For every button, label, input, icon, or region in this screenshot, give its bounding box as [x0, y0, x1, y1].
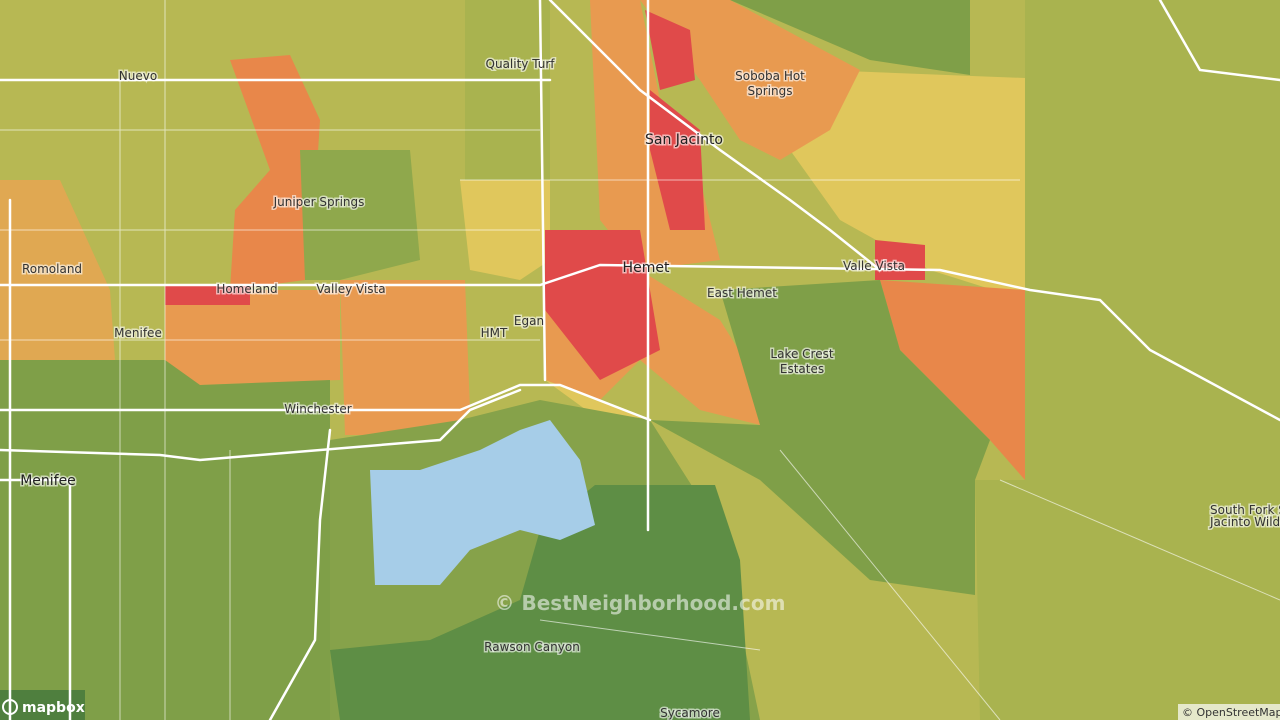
place-label: Quality Turf	[486, 57, 556, 71]
place-label: Homeland	[216, 282, 277, 296]
place-label: East Hemet	[707, 286, 777, 300]
attribution[interactable]: © OpenStreetMap	[1182, 706, 1280, 719]
region	[165, 285, 250, 305]
lake	[370, 420, 595, 585]
region	[0, 690, 85, 720]
labels: Nuevo Quality Turf Soboba Hot Springs San…	[2, 56, 1280, 720]
road	[548, 0, 882, 272]
region	[790, 70, 1025, 300]
region	[975, 0, 1280, 720]
road	[0, 78, 1280, 422]
place-label: Menifee	[114, 326, 162, 340]
place-label: Sycamore	[660, 706, 720, 720]
place-label: Valley Vista	[316, 282, 385, 296]
logo-icon	[2, 699, 18, 715]
place-label: Juniper Springs	[273, 195, 365, 209]
road	[8, 198, 332, 720]
place-label: Rawson Canyon	[484, 640, 580, 654]
place-label: Nuevo	[119, 69, 157, 83]
place-label: Egan	[514, 314, 544, 328]
region	[880, 280, 1025, 480]
watermark: © BestNeighborhood.com	[495, 591, 786, 615]
region	[640, 0, 860, 160]
road	[1158, 0, 1280, 82]
place-label: Soboba Hot Springs	[735, 69, 805, 98]
road	[538, 0, 650, 532]
place-label: Menifee	[20, 473, 76, 489]
logo[interactable]: mapbox	[22, 700, 85, 716]
region	[230, 55, 320, 290]
place-label: Lake Crest Estates	[770, 347, 833, 376]
road	[0, 388, 522, 720]
region	[300, 150, 420, 280]
region	[730, 0, 970, 75]
region	[330, 485, 750, 720]
place-label: San Jacinto	[645, 132, 723, 148]
place-label: HMT	[481, 326, 508, 340]
region	[165, 290, 340, 385]
region	[645, 10, 695, 90]
place-label: Romoland	[22, 262, 82, 276]
region	[465, 0, 550, 180]
region	[340, 280, 470, 435]
attribution-bg	[1178, 704, 1280, 720]
region	[650, 280, 990, 595]
region	[545, 230, 660, 380]
place-label: Valle Vista	[843, 259, 905, 273]
road	[0, 383, 652, 422]
place-label: Winchester	[284, 402, 351, 416]
place-label: Hemet	[623, 260, 670, 276]
region	[650, 90, 705, 230]
